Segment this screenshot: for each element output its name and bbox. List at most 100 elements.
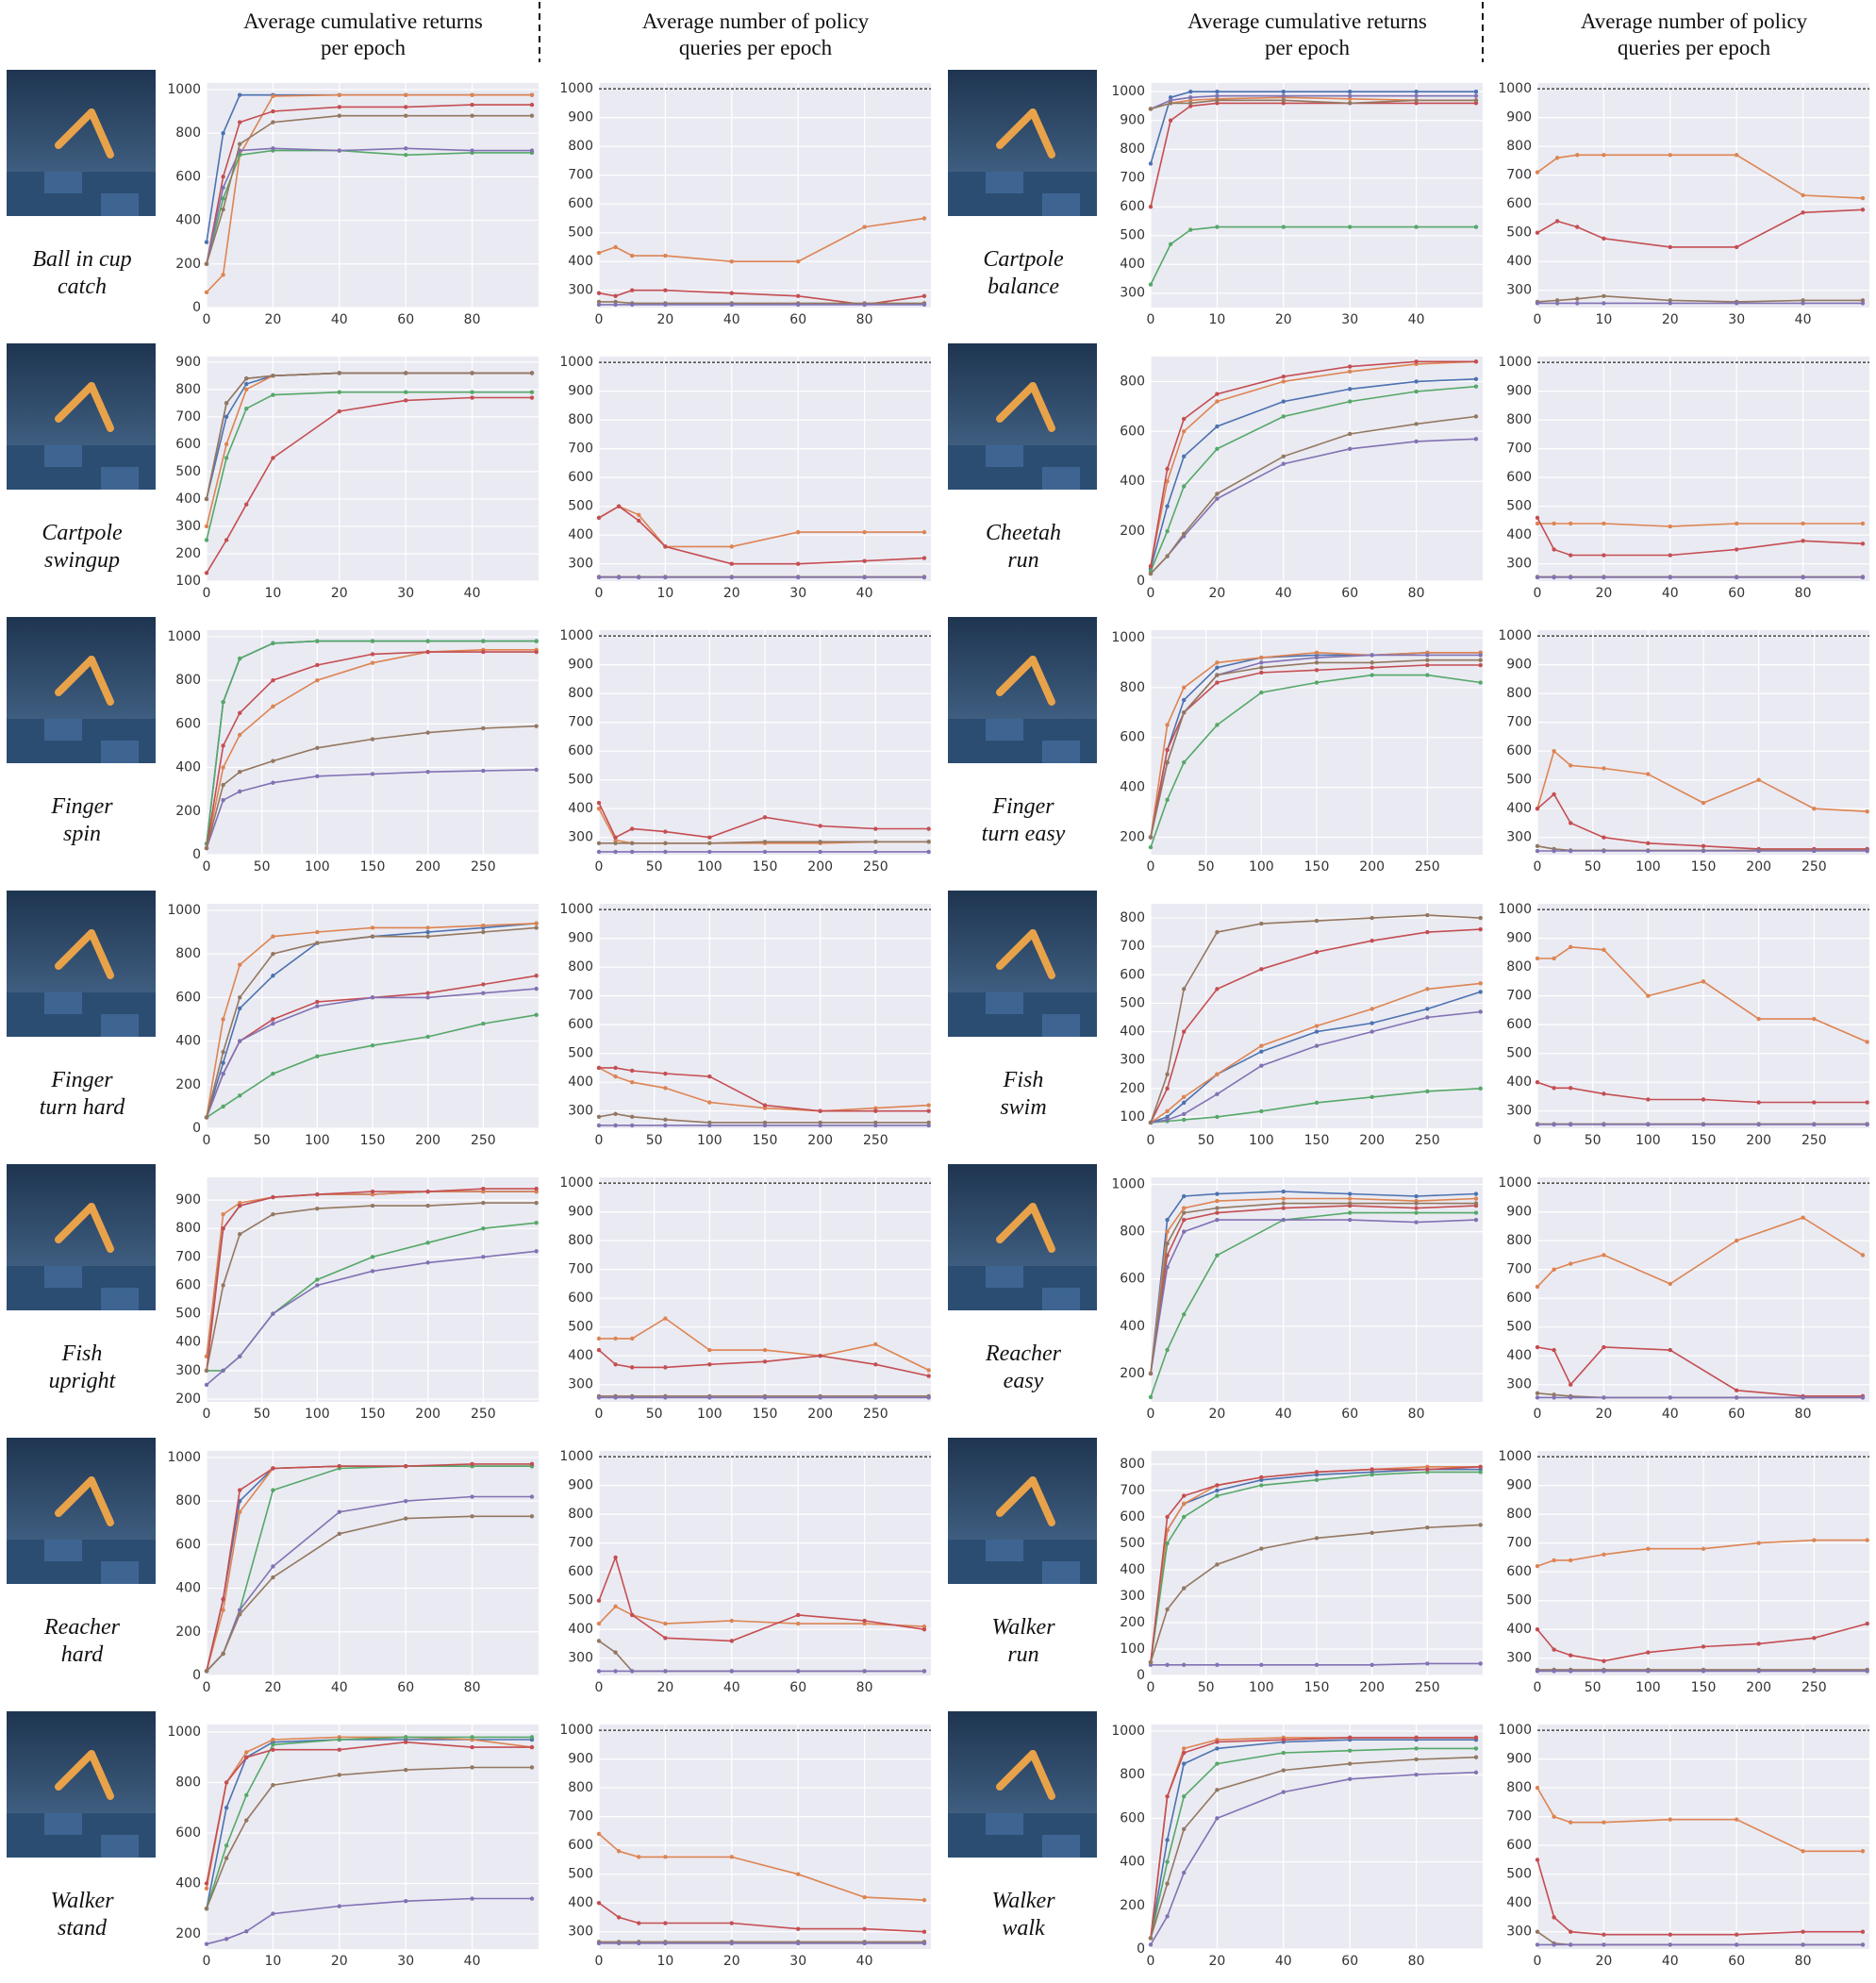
series-marker bbox=[729, 1855, 734, 1859]
series-marker bbox=[1478, 1464, 1483, 1470]
series-line bbox=[1536, 1859, 1863, 1936]
series-line bbox=[206, 391, 532, 541]
thumb-body bbox=[1029, 1476, 1055, 1526]
series-marker bbox=[529, 371, 535, 375]
y-tick-label: 300 bbox=[568, 1104, 593, 1119]
chart: 300 400 500 600 700 800 900 1000 0 20 40 60 80 bbox=[559, 81, 931, 327]
chart: 0 200 400 600 800 1000 0 20 40 60 80 bbox=[167, 1450, 539, 1695]
series-marker bbox=[663, 1086, 668, 1091]
x-tick-label: 250 bbox=[863, 1407, 888, 1422]
series-marker bbox=[204, 1115, 209, 1120]
series-line bbox=[206, 1766, 532, 1909]
series-marker bbox=[707, 841, 712, 845]
series-marker bbox=[315, 1277, 320, 1282]
y-tick-label: 300 bbox=[175, 1363, 201, 1378]
series-marker bbox=[1602, 947, 1606, 953]
series-marker bbox=[1148, 282, 1154, 287]
series-marker bbox=[1168, 95, 1173, 100]
series-line bbox=[598, 505, 924, 548]
x-tick-label: 200 bbox=[1746, 859, 1771, 875]
y-tick-label: 900 bbox=[568, 1752, 593, 1767]
series-marker bbox=[315, 774, 320, 779]
series-marker bbox=[1182, 1100, 1187, 1106]
y-tick-label: 600 bbox=[568, 1017, 593, 1032]
series-marker bbox=[921, 575, 927, 580]
x-tick-label: 0 bbox=[203, 1133, 211, 1148]
series-marker bbox=[1801, 1395, 1805, 1400]
series-marker bbox=[1281, 1206, 1287, 1210]
x-tick-label: 40 bbox=[723, 1680, 740, 1695]
series-marker bbox=[1165, 747, 1170, 753]
column-header: per epoch bbox=[321, 36, 407, 59]
x-tick-label: 40 bbox=[723, 312, 740, 327]
series-marker bbox=[404, 1740, 408, 1744]
y-tick-label: 900 bbox=[1506, 1752, 1532, 1767]
series-marker bbox=[1552, 521, 1556, 526]
series-marker bbox=[1735, 521, 1739, 526]
series-marker bbox=[796, 561, 801, 566]
plot-area bbox=[207, 1451, 539, 1675]
series-marker bbox=[224, 456, 229, 460]
y-tick-label: 600 bbox=[1120, 424, 1145, 439]
series-marker bbox=[1314, 1024, 1320, 1028]
series-marker bbox=[1168, 98, 1173, 103]
chart: 0 200 400 600 800 0 20 40 60 80 bbox=[1120, 357, 1483, 601]
series-marker bbox=[238, 1203, 242, 1208]
series-marker bbox=[1569, 1122, 1573, 1127]
series-marker bbox=[729, 1669, 734, 1674]
y-tick-label: 200 bbox=[175, 1625, 201, 1640]
series-marker bbox=[238, 1488, 242, 1492]
series-marker bbox=[1215, 1217, 1220, 1223]
series-marker bbox=[616, 575, 622, 580]
series-marker bbox=[1575, 301, 1580, 306]
series-marker bbox=[1281, 1737, 1287, 1742]
series-line bbox=[206, 93, 532, 293]
series-marker bbox=[1182, 710, 1187, 715]
y-tick-label: 800 bbox=[1120, 1225, 1145, 1240]
series-marker bbox=[1259, 921, 1264, 926]
series-marker bbox=[425, 925, 430, 930]
series-line bbox=[1536, 1216, 1864, 1288]
series-marker bbox=[238, 1200, 242, 1206]
y-tick-label: 700 bbox=[1506, 1262, 1532, 1277]
series-marker bbox=[1281, 1196, 1287, 1201]
x-tick-label: 200 bbox=[1359, 1133, 1385, 1148]
series-marker bbox=[862, 1941, 867, 1946]
series-marker bbox=[1735, 1817, 1739, 1822]
series-marker bbox=[1646, 1122, 1651, 1127]
series-marker bbox=[596, 1621, 602, 1626]
series-marker bbox=[729, 575, 734, 580]
series-marker bbox=[1425, 1525, 1430, 1530]
series-line bbox=[1150, 1739, 1476, 1939]
x-tick-label: 40 bbox=[856, 1954, 873, 1969]
series-marker bbox=[1756, 848, 1761, 854]
series-marker bbox=[663, 1316, 668, 1321]
series-marker bbox=[1165, 1914, 1170, 1919]
series-marker bbox=[1865, 1669, 1869, 1674]
series-marker bbox=[1860, 1253, 1866, 1258]
x-tick-label: 0 bbox=[1534, 586, 1542, 601]
series-marker bbox=[370, 1269, 375, 1274]
series-marker bbox=[238, 1612, 242, 1617]
series-marker bbox=[707, 1123, 712, 1128]
x-tick-label: 30 bbox=[789, 586, 806, 601]
y-tick-label: 300 bbox=[1120, 1053, 1145, 1068]
series-marker bbox=[613, 302, 618, 308]
y-tick-label: 1000 bbox=[1498, 1449, 1532, 1464]
series-marker bbox=[238, 656, 242, 661]
series-marker bbox=[630, 826, 635, 831]
series-marker bbox=[1535, 515, 1540, 521]
series-line bbox=[1150, 1219, 1477, 1375]
series-marker bbox=[1165, 1347, 1170, 1353]
series-marker bbox=[1348, 446, 1353, 452]
series-line bbox=[206, 1463, 532, 1672]
y-tick-label: 500 bbox=[175, 1307, 201, 1322]
series-marker bbox=[271, 1575, 275, 1580]
series-marker bbox=[1215, 1761, 1220, 1766]
series-marker bbox=[873, 1106, 878, 1110]
y-tick-label: 1000 bbox=[559, 355, 593, 370]
series-marker bbox=[1182, 429, 1187, 434]
y-tick-label: 600 bbox=[175, 990, 201, 1005]
series-marker bbox=[596, 1941, 602, 1946]
y-tick-label: 400 bbox=[1506, 1622, 1532, 1637]
